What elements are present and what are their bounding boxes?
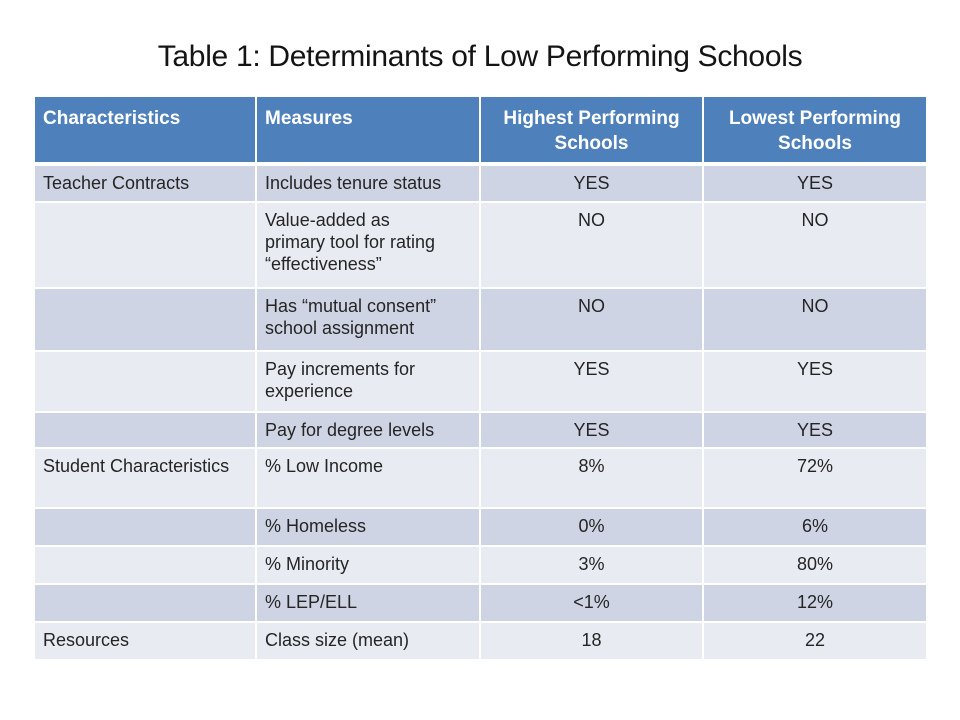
table-row: % Minority 3% 80% xyxy=(35,547,926,584)
cell-lowest: YES xyxy=(704,166,926,202)
table-row: Resources Class size (mean) 18 22 xyxy=(35,623,926,660)
cell-measure: Pay for degree levels xyxy=(257,413,479,448)
cell-measure: % Low Income xyxy=(257,449,479,508)
cell-characteristic: Resources xyxy=(35,623,255,660)
cell-lowest: 12% xyxy=(704,585,926,622)
table-body: Teacher Contracts Includes tenure status Y… xyxy=(35,166,926,660)
table-row: Student Characteristics% Low Income 8% 72% xyxy=(35,449,926,508)
header-row: Characteristics Measures Highest Perform… xyxy=(35,97,926,165)
cell-measure: Has “mutual consent” school assignment xyxy=(257,289,479,351)
cell-measure: % Homeless xyxy=(257,509,479,546)
cell-measure: Pay increments for experience xyxy=(257,352,479,412)
cell-lowest: 6% xyxy=(704,509,926,546)
cell-characteristic xyxy=(35,203,255,288)
header-highest-performing: Highest Performing Schools xyxy=(481,97,702,165)
cell-lowest: NO xyxy=(704,203,926,288)
cell-lowest: 22 xyxy=(704,623,926,660)
cell-measure: Class size (mean) xyxy=(257,623,479,660)
cell-characteristic: Teacher Contracts xyxy=(35,166,255,202)
cell-characteristic xyxy=(35,509,255,546)
cell-characteristic: Student Characteristics xyxy=(35,449,255,508)
cell-highest: 0% xyxy=(481,509,702,546)
table-header: Characteristics Measures Highest Perform… xyxy=(35,97,926,165)
cell-measure: % Minority xyxy=(257,547,479,584)
cell-highest: NO xyxy=(481,289,702,351)
table-row: Teacher Contracts Includes tenure status Y… xyxy=(35,166,926,202)
cell-characteristic xyxy=(35,547,255,584)
cell-highest: 18 xyxy=(481,623,702,660)
cell-lowest: 80% xyxy=(704,547,926,584)
table-row: Pay for degree levels YES YES xyxy=(35,413,926,448)
cell-highest: YES xyxy=(481,166,702,202)
cell-highest: YES xyxy=(481,413,702,448)
cell-highest: YES xyxy=(481,352,702,412)
cell-lowest: 72% xyxy=(704,449,926,508)
cell-highest: 8% xyxy=(481,449,702,508)
table-row: Has “mutual consent” school assignment NO… xyxy=(35,289,926,351)
header-characteristics: Characteristics xyxy=(35,97,255,165)
cell-highest: NO xyxy=(481,203,702,288)
cell-lowest: YES xyxy=(704,413,926,448)
table-row: % LEP/ELL <1% 12% xyxy=(35,585,926,622)
header-lowest-performing: Lowest Performing Schools xyxy=(704,97,926,165)
page-title: Table 1: Determinants of Low Performing … xyxy=(157,40,803,73)
cell-characteristic xyxy=(35,585,255,622)
cell-characteristic xyxy=(35,289,255,351)
cell-measure: Value-added as primary tool for rating “… xyxy=(257,203,479,288)
cell-measure: % LEP/ELL xyxy=(257,585,479,622)
cell-highest: 3% xyxy=(481,547,702,584)
determinants-table: Characteristics Measures Highest Perform… xyxy=(33,95,928,661)
table-row: Pay increments for experience YES YES xyxy=(35,352,926,412)
header-measures: Measures xyxy=(257,97,479,165)
cell-characteristic xyxy=(35,413,255,448)
table-row: % Homeless 0% 6% xyxy=(35,509,926,546)
cell-lowest: YES xyxy=(704,352,926,412)
cell-highest: <1% xyxy=(481,585,702,622)
cell-lowest: NO xyxy=(704,289,926,351)
table-row: Value-added as primary tool for rating “… xyxy=(35,203,926,288)
cell-characteristic xyxy=(35,352,255,412)
cell-measure: Includes tenure status xyxy=(257,166,479,202)
